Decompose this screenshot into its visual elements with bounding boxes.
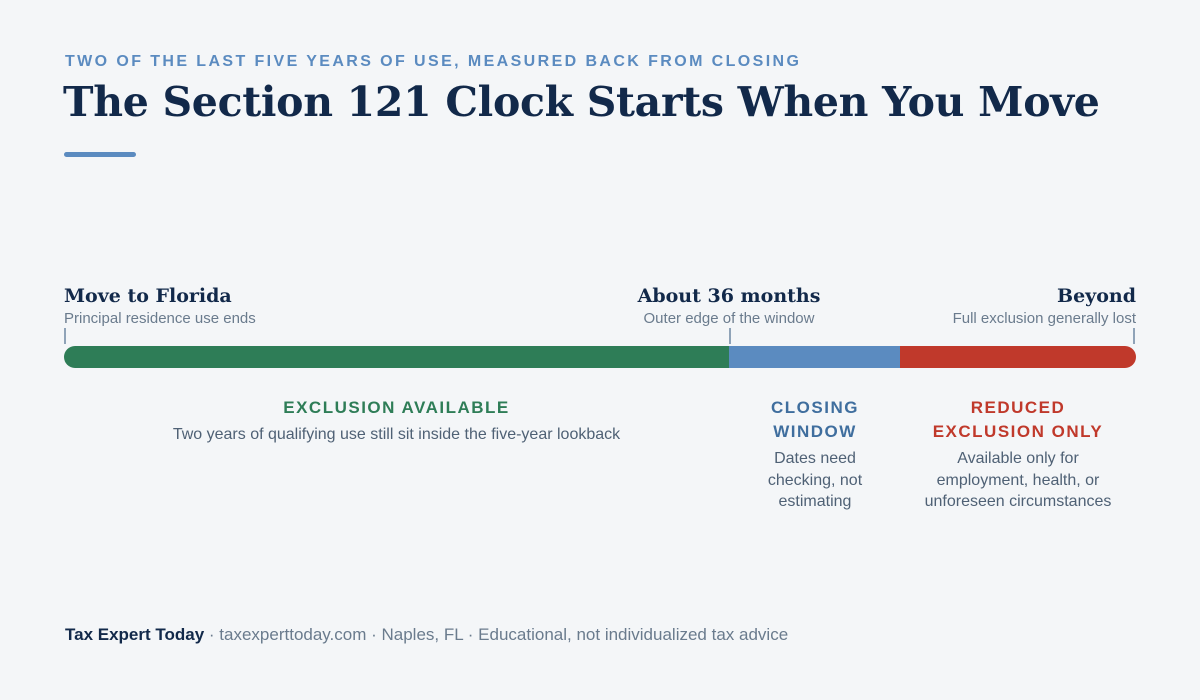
zone-reduced-exclusion: REDUCED EXCLUSION ONLY Available only fo… [902,396,1134,513]
zone-reduced-label-line2: EXCLUSION ONLY [932,422,1104,441]
footer-details: · taxexperttoday.com · Naples, FL · Educ… [204,625,789,644]
marker-beyond: Beyond Full exclusion generally lost [953,284,1136,329]
marker-move: Move to Florida Principal residence use … [64,284,256,329]
segment-closing [728,346,901,368]
eyebrow-subtitle: TWO OF THE LAST FIVE YEARS OF USE, MEASU… [65,53,802,70]
zone-closing-desc-line1: Dates need [774,450,856,467]
marker-move-title: Move to Florida [64,285,232,307]
zone-closing-desc-line3: estimating [778,493,852,510]
marker-move-subtitle: Principal residence use ends [64,310,256,327]
zone-reduced-desc-line1: Available only for [957,450,1079,467]
zone-reduced-label-line1: REDUCED [970,398,1066,417]
marker-36-months: About 36 months Outer edge of the window [638,284,821,329]
segment-available [64,346,729,368]
footer-brand: Tax Expert Today [65,625,205,644]
zone-reduced-description: Available only for employment, health, o… [902,448,1134,513]
segment-reduced [900,346,1136,368]
zone-exclusion-available: EXCLUSION AVAILABLE Two years of qualify… [64,396,729,446]
zone-available-description: Two years of qualifying use still sit in… [172,426,621,443]
timeline-bar [64,346,1136,368]
zone-closing-window: CLOSING WINDOW Dates need checking, not … [744,396,886,513]
title-accent-rule [64,152,136,157]
tick-beyond [1133,328,1135,344]
zone-closing-label-line2: WINDOW [773,422,857,441]
zone-reduced-label: REDUCED EXCLUSION ONLY [902,396,1134,444]
zone-closing-desc-line2: checking, not [767,471,863,489]
tick-36-months [729,328,731,344]
zone-reduced-desc-line3: unforeseen circumstances [924,493,1112,510]
zone-closing-label-line1: CLOSING [771,398,859,417]
zone-closing-description: Dates need checking, not estimating [744,448,886,513]
marker-36-months-subtitle: Outer edge of the window [643,310,815,327]
zone-closing-label: CLOSING WINDOW [744,396,886,444]
marker-beyond-subtitle: Full exclusion generally lost [952,310,1136,327]
zone-available-label: EXCLUSION AVAILABLE [283,398,510,417]
marker-36-months-title: About 36 months [637,285,821,307]
tick-move [64,328,66,344]
marker-beyond-title: Beyond [1057,285,1136,307]
zone-reduced-desc-line2: employment, health, or [936,471,1100,489]
footer: Tax Expert Today · taxexperttoday.com · … [65,625,788,645]
page-title: The Section 121 Clock Starts When You Mo… [63,78,1100,126]
